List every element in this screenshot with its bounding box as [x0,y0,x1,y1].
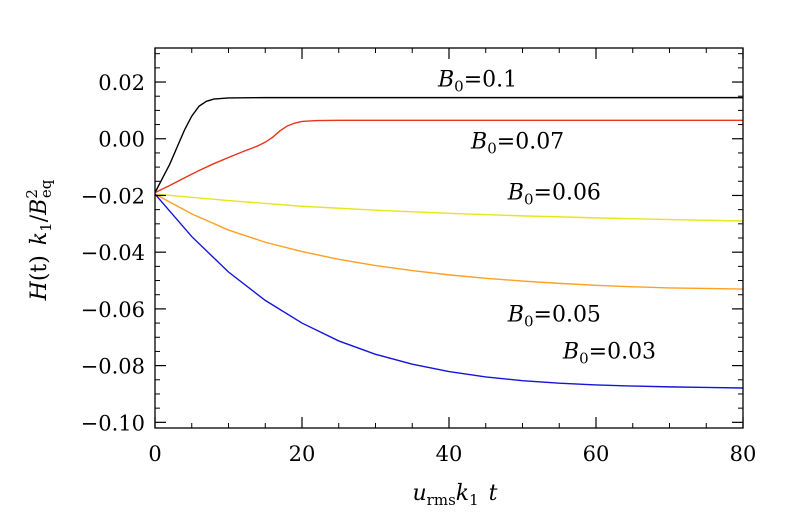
series-label-value: =0.1 [464,67,517,92]
series-label-var: B [507,181,524,206]
y-axis-label-arg: (t) [27,255,52,281]
x-tick-label-1: 20 [289,442,316,466]
x-axis-label-tail: t [489,481,498,506]
series-label-var: B [562,340,579,365]
series-line-1 [154,119,743,194]
series-label-value: =0.06 [534,181,601,206]
series-label-var: B [507,303,524,328]
series-label-value: =0.03 [589,340,656,365]
series-line-3 [154,193,744,290]
series-label-sub: 0 [579,350,589,368]
series-label-var: B [470,130,487,155]
series-label-sub: 0 [524,313,534,331]
y-tick-label-5: −0.08 [81,355,145,379]
y-tick-label-3: −0.04 [81,241,145,265]
y-axis-label-slash: / [27,214,52,222]
x-axis-label-var2: k [456,481,469,506]
x-tick-label-2: 40 [436,442,463,466]
x-axis-label-sub2: 1 [469,491,479,509]
series-label-value: =0.07 [497,130,564,155]
y-axis-label-k: k [27,232,52,245]
series-line-0 [154,96,743,193]
y-axis-label: H(t) k1/B2eq [23,179,55,301]
series-label-sub: 0 [487,140,497,158]
x-axis-label-var: u [413,481,427,506]
y-tick-label-1: 0.00 [98,128,145,152]
series-label-value: =0.05 [534,303,601,328]
series-label-sub: 0 [454,77,464,95]
series-label-4: B0=0.03 [562,340,656,368]
y-tick-label-4: −0.06 [81,298,145,322]
y-tick-label-0: 0.02 [98,71,145,95]
series-label-sub: 0 [524,191,534,209]
x-tick-label-3: 60 [583,442,610,466]
y-axis-label-b: B [27,199,52,216]
series-line-4 [154,193,744,389]
y-tick-label-6: −0.10 [81,411,145,435]
ticks-layer: 0 20 40 60 80 0.02 0.00 −0.02 −0.04 −0.06 −0.08 −0.… [81,48,757,466]
series-line-2 [154,193,744,222]
series-label-2: B0=0.06 [507,181,601,209]
y-tick-label-2: −0.02 [81,184,145,208]
y-axis-label-func: H [27,280,52,301]
x-tick-label-0: 0 [148,442,161,466]
x-tick-label-4: 80 [730,442,757,466]
x-axis-label: urmsk1 t [413,481,498,509]
y-axis-label-b-sup: 2 [23,189,41,199]
series-label-1: B0=0.07 [470,130,564,158]
series-label-3: B0=0.05 [507,303,601,331]
y-axis-label-k-sub: 1 [37,222,55,232]
series-layer [154,96,744,389]
series-label-var: B [437,67,454,92]
series-label-0: B0=0.1 [437,67,517,95]
y-axis-label-b-sub: eq [37,179,55,198]
x-axis-label-sub: rms [427,491,456,509]
